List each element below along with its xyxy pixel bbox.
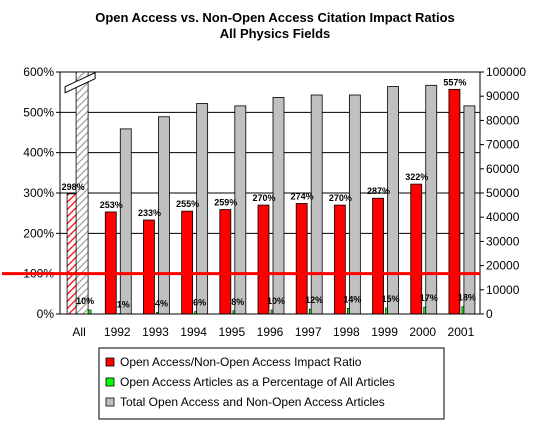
legend-label-impact-ratio: Open Access/Non-Open Access Impact Ratio — [120, 355, 362, 369]
bar-total-articles — [310, 94, 323, 315]
data-label-oa-percentage: 12% — [305, 295, 323, 305]
x-tick-label: 1999 — [371, 325, 398, 339]
data-label-impact-ratio: 298% — [62, 182, 85, 192]
data-label-impact-ratio: 557% — [443, 77, 466, 87]
bar-total-articles — [463, 105, 476, 315]
data-label-impact-ratio: 259% — [214, 198, 237, 208]
data-label-impact-ratio: 233% — [138, 208, 161, 218]
chart-subtitle: All Physics Fields — [220, 26, 331, 41]
chart-title: Open Access vs. Non-Open Access Citation… — [95, 10, 455, 25]
data-label-oa-percentage: 10% — [267, 296, 285, 306]
bar-total-articles — [387, 86, 399, 315]
bar-impact-ratio — [143, 219, 155, 315]
bar-total-articles — [119, 128, 132, 315]
y-right-tick-label: 30000 — [486, 234, 520, 248]
y-right-tick-label: 70000 — [486, 138, 520, 152]
legend-swatch-total-articles — [105, 397, 115, 407]
y-right-tick-label: 80000 — [486, 113, 520, 127]
x-tick-label: 1995 — [218, 325, 245, 339]
plot-area: 0%100%200%300%400%500%600%01000020000300… — [2, 65, 526, 339]
x-tick-label: 1996 — [257, 325, 284, 339]
data-label-oa-percentage: 4% — [155, 298, 168, 308]
data-label-oa-percentage: 10% — [76, 296, 94, 306]
y-right-tick-label: 60000 — [486, 162, 520, 176]
bar-total-articles — [348, 94, 361, 315]
legend-label-total-articles: Total Open Access and Non-Open Access Ar… — [120, 395, 385, 409]
legend-swatch-oa-percentage — [105, 377, 115, 387]
data-label-impact-ratio: 287% — [367, 186, 390, 196]
legend-box — [98, 347, 445, 420]
data-label-oa-percentage: 14% — [343, 294, 361, 304]
data-label-oa-percentage: 15% — [382, 294, 400, 304]
bar-total-articles-broken — [75, 71, 89, 315]
bar-total-articles — [272, 97, 285, 315]
legend: Open Access/Non-Open Access Impact Ratio… — [98, 347, 445, 420]
x-tick-label: 2001 — [448, 325, 475, 339]
y-right-tick-label: 90000 — [486, 89, 520, 103]
y-left-tick-label: 300% — [23, 186, 54, 200]
data-label-impact-ratio: 255% — [176, 199, 199, 209]
axis-break-marker — [64, 71, 96, 94]
bar-total-articles — [425, 84, 438, 315]
bar-impact-ratio — [104, 211, 117, 315]
bar-impact-ratio — [448, 88, 461, 315]
x-tick-label: 2000 — [409, 325, 436, 339]
data-label-impact-ratio: 274% — [291, 191, 314, 201]
bar-impact-ratio — [219, 209, 232, 315]
y-left-tick-label: 400% — [23, 146, 54, 160]
y-right-tick-label: 10000 — [486, 283, 520, 297]
y-left-tick-label: 0% — [37, 307, 55, 321]
y-left-tick-label: 200% — [23, 226, 54, 240]
y-right-tick-label: 100000 — [486, 65, 526, 79]
data-label-oa-percentage: 1% — [117, 300, 130, 310]
x-tick-label: 1994 — [180, 325, 207, 339]
data-label-impact-ratio: 270% — [329, 193, 352, 203]
y-left-tick-label: 500% — [23, 105, 54, 119]
data-label-impact-ratio: 270% — [252, 193, 275, 203]
data-label-oa-percentage: 17% — [420, 293, 438, 303]
data-label-oa-percentage: 18% — [458, 293, 476, 303]
x-tick-label: 1997 — [295, 325, 322, 339]
y-right-tick-label: 50000 — [486, 186, 520, 200]
y-right-tick-label: 40000 — [486, 210, 520, 224]
bar-total-articles — [234, 105, 247, 315]
y-right-tick-label: 20000 — [486, 259, 520, 273]
x-tick-label: 1998 — [333, 325, 360, 339]
data-label-oa-percentage: 6% — [193, 298, 206, 308]
legend-swatch-impact-ratio — [105, 357, 115, 367]
data-label-impact-ratio: 253% — [100, 200, 123, 210]
x-tick-label: 1992 — [104, 325, 131, 339]
x-tick-label: 1993 — [142, 325, 169, 339]
x-tick-label: All — [72, 325, 85, 339]
bar-impact-ratio — [181, 210, 194, 315]
data-label-oa-percentage: 8% — [231, 297, 244, 307]
y-right-tick-label: 0 — [486, 307, 493, 321]
y-left-tick-label: 600% — [23, 65, 54, 79]
data-label-impact-ratio: 322% — [405, 172, 428, 182]
legend-label-oa-percentage: Open Access Articles as a Percentage of … — [120, 375, 395, 389]
